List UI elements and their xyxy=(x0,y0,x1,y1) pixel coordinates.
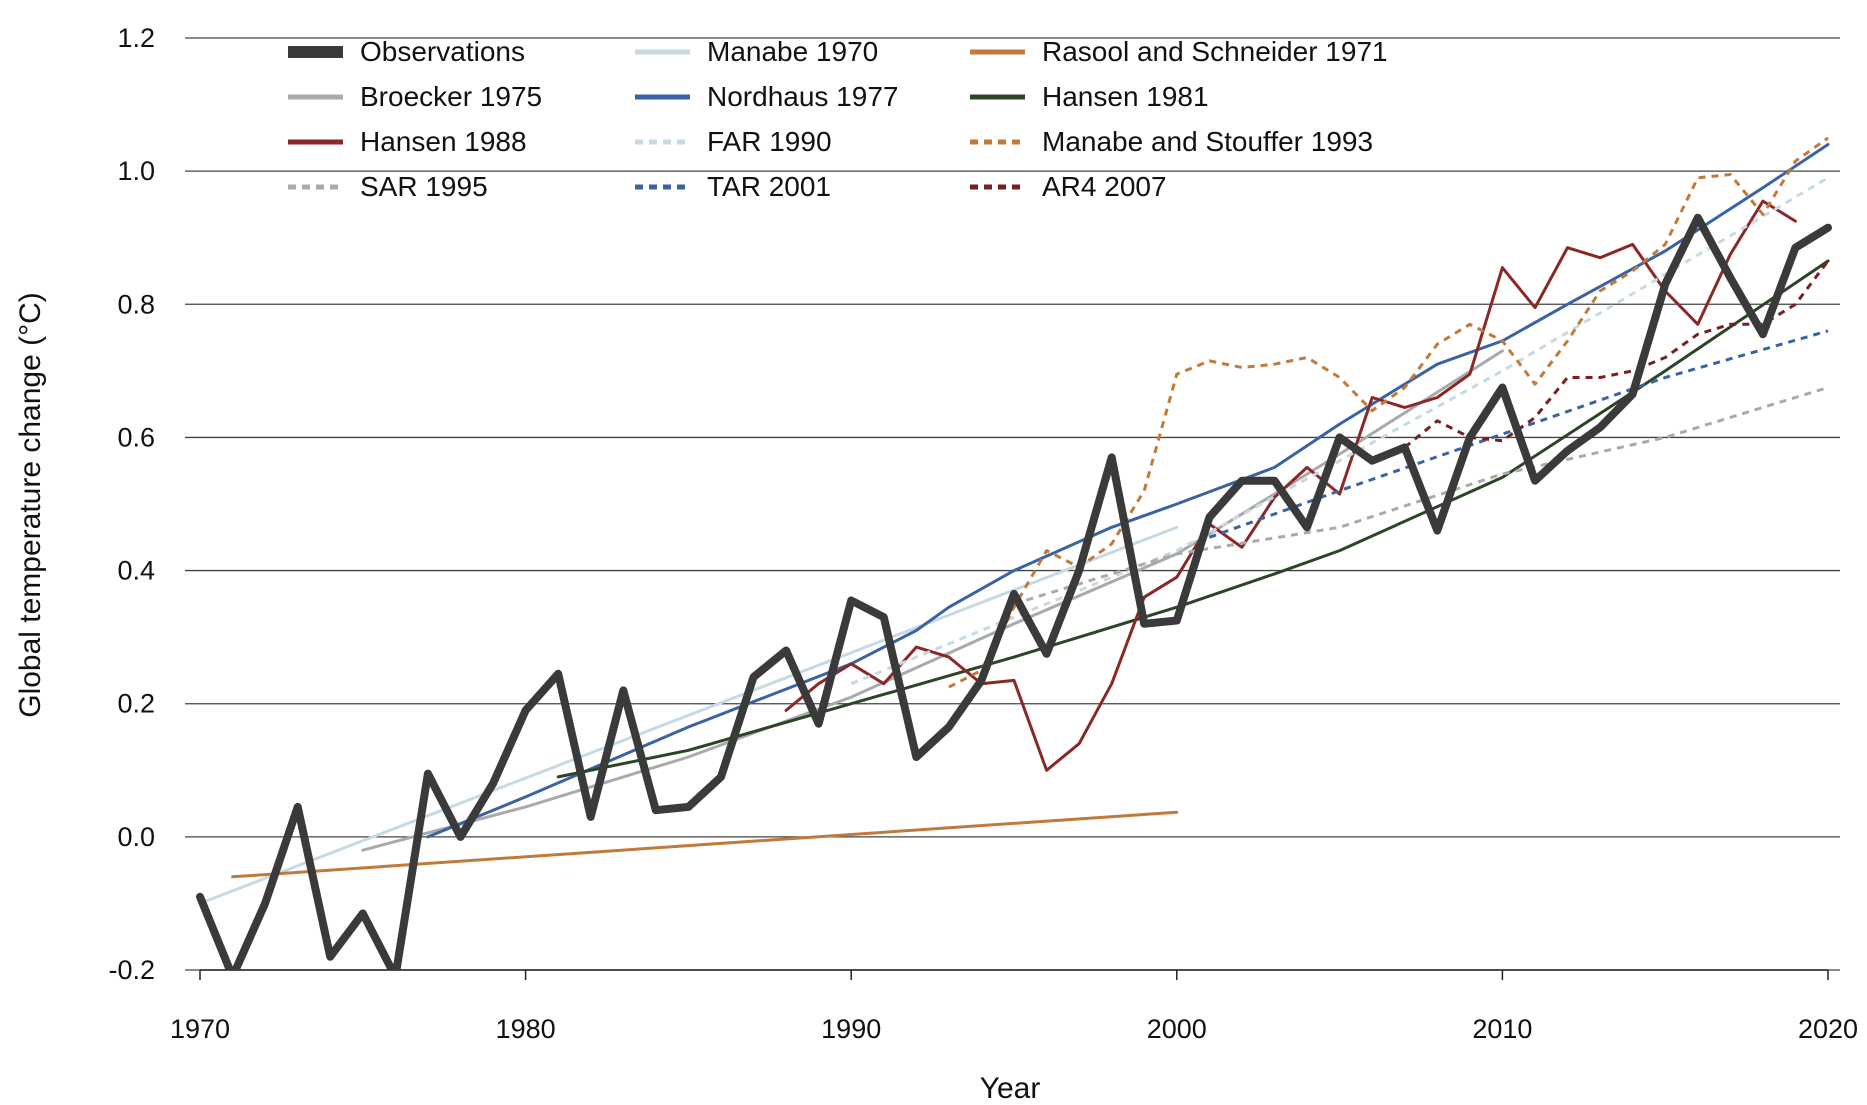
y-tick-label: 0.6 xyxy=(117,422,155,452)
legend-item-tar-2001: TAR 2001 xyxy=(635,171,831,202)
y-tick-label: 1.0 xyxy=(117,156,155,186)
x-tick-label: 2010 xyxy=(1472,1014,1532,1044)
legend-item-hansen-1981: Hansen 1981 xyxy=(970,81,1209,112)
y-tick-label: 0.0 xyxy=(117,822,155,852)
x-tick-label: 1980 xyxy=(496,1014,556,1044)
legend-item-ar4-2007: AR4 2007 xyxy=(970,171,1167,202)
legend-label: Rasool and Schneider 1971 xyxy=(1042,36,1388,67)
series-line-manabe-and-stouffer-1993 xyxy=(948,136,1829,689)
y-axis-title: Global temperature change (°C) xyxy=(14,292,47,718)
x-tick-label: 2000 xyxy=(1147,1014,1207,1044)
series-lines xyxy=(196,136,1832,970)
legend-label: SAR 1995 xyxy=(360,171,488,202)
y-tick-label: 0.4 xyxy=(117,556,155,586)
y-tick-label: 1.2 xyxy=(117,23,155,53)
series-line-observations xyxy=(196,213,1832,970)
x-axis-title: Year xyxy=(980,1072,1041,1105)
legend-label: Hansen 1988 xyxy=(360,126,527,157)
series-line-far-1990 xyxy=(850,176,1829,686)
series-line-rasool-and-schneider-1971 xyxy=(231,810,1179,879)
series-line-sar-1995 xyxy=(1013,386,1829,606)
legend-item-rasool-and-schneider-1971: Rasool and Schneider 1971 xyxy=(970,36,1388,67)
series-line-hansen-1988 xyxy=(784,199,1797,772)
series-line-nordhaus-1977 xyxy=(426,143,1830,839)
legend-label: FAR 1990 xyxy=(707,126,832,157)
x-tick-label: 1990 xyxy=(821,1014,881,1044)
legend-item-sar-1995: SAR 1995 xyxy=(288,171,488,202)
legend-item-manabe-1970: Manabe 1970 xyxy=(635,36,878,67)
y-tick-label: -0.2 xyxy=(108,955,155,985)
legend-item-nordhaus-1977: Nordhaus 1977 xyxy=(635,81,898,112)
x-tick-label: 2020 xyxy=(1798,1014,1858,1044)
x-tick-label: 1970 xyxy=(170,1014,230,1044)
legend-item-far-1990: FAR 1990 xyxy=(635,126,832,157)
legend-label: Manabe 1970 xyxy=(707,36,878,67)
legend-item-hansen-1988: Hansen 1988 xyxy=(288,126,527,157)
legend-label: Hansen 1981 xyxy=(1042,81,1209,112)
series-line-hansen-1981 xyxy=(556,259,1830,779)
legend: Observations Manabe 1970 Rasool and Schnei… xyxy=(288,36,1388,202)
y-tick-label: 0.8 xyxy=(117,289,155,319)
legend-item-broecker-1975: Broecker 1975 xyxy=(288,81,542,112)
legend-label: Nordhaus 1977 xyxy=(707,81,898,112)
legend-label: Manabe and Stouffer 1993 xyxy=(1042,126,1373,157)
legend-label: Broecker 1975 xyxy=(360,81,542,112)
legend-item-manabe-and-stouffer-1993: Manabe and Stouffer 1993 xyxy=(970,126,1373,157)
legend-label: Observations xyxy=(360,36,525,67)
legend-label: TAR 2001 xyxy=(707,171,831,202)
legend-label: AR4 2007 xyxy=(1042,171,1167,202)
axes: -0.2 0.0 0.2 0.4 0.6 0.8 1.0 1.2 1970 1980 1990 200… xyxy=(108,23,1858,1044)
legend-item-observations: Observations xyxy=(288,36,525,67)
y-tick-label: 0.2 xyxy=(117,689,155,719)
